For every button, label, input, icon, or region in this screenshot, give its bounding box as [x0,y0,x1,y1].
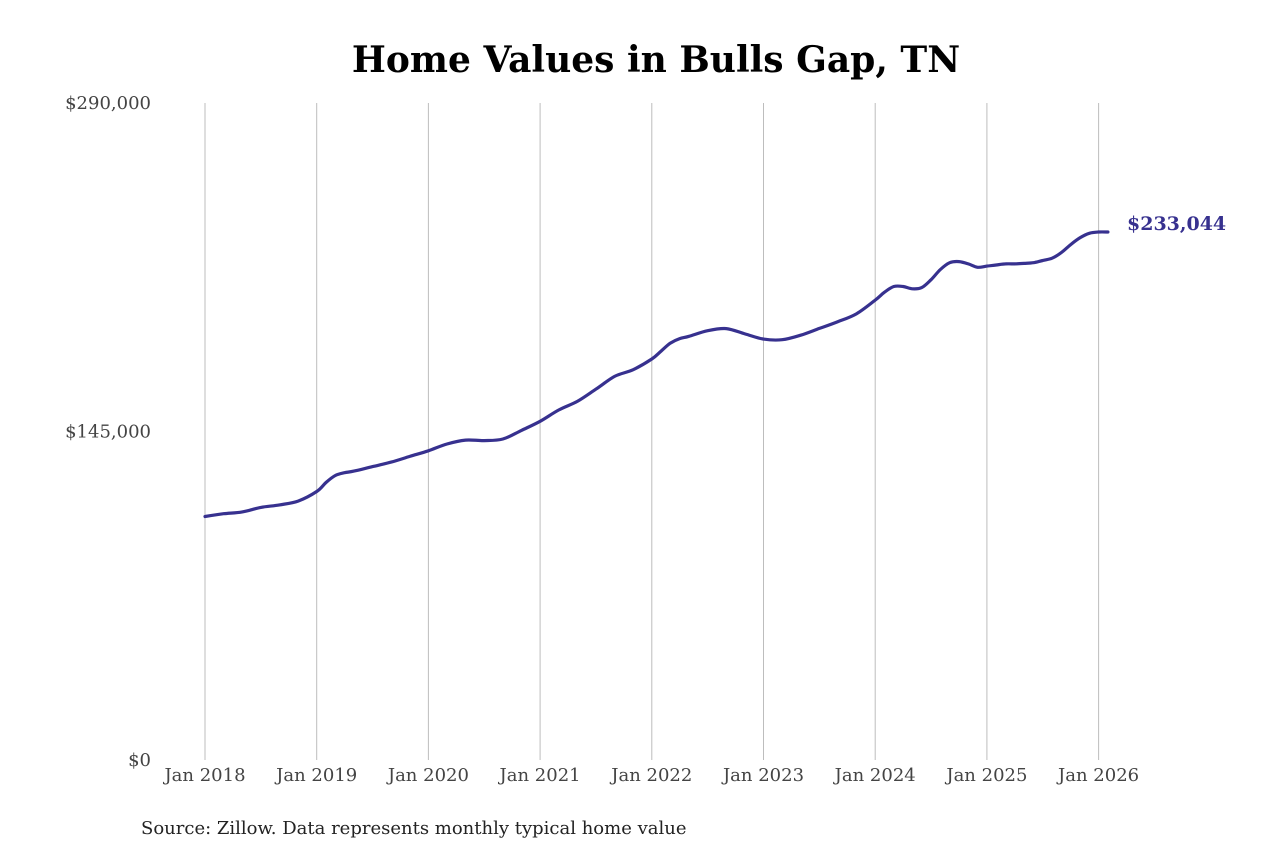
x-axis-tick-labels: Jan 2018 Jan 2019 Jan 2020 Jan 2021 Jan 2022… [162,765,1139,786]
x-tick-label: Jan 2018 [162,765,245,786]
x-tick-label: Jan 2020 [386,765,469,786]
x-tick-label: Jan 2025 [944,765,1027,786]
y-axis-tick-labels: $0 $145,000 $290,000 [65,93,151,771]
x-tick-label: Jan 2023 [721,765,804,786]
home-value-line [203,230,1110,519]
y-tick-label: $0 [128,750,151,771]
x-tick-label: Jan 2024 [833,765,916,786]
y-tick-label: $145,000 [65,422,151,443]
x-tick-label: Jan 2026 [1056,765,1139,786]
chart-title: Home Values in Bulls Gap, TN [352,39,960,81]
x-tick-label: Jan 2019 [274,765,357,786]
source-note: Source: Zillow. Data represents monthly … [141,818,687,839]
x-tick-label: Jan 2022 [609,765,692,786]
vertical-gridlines [204,103,1100,760]
y-tick-label: $290,000 [65,93,151,114]
latest-value-label: $233,044 [1127,213,1226,235]
x-tick-label: Jan 2021 [498,765,581,786]
